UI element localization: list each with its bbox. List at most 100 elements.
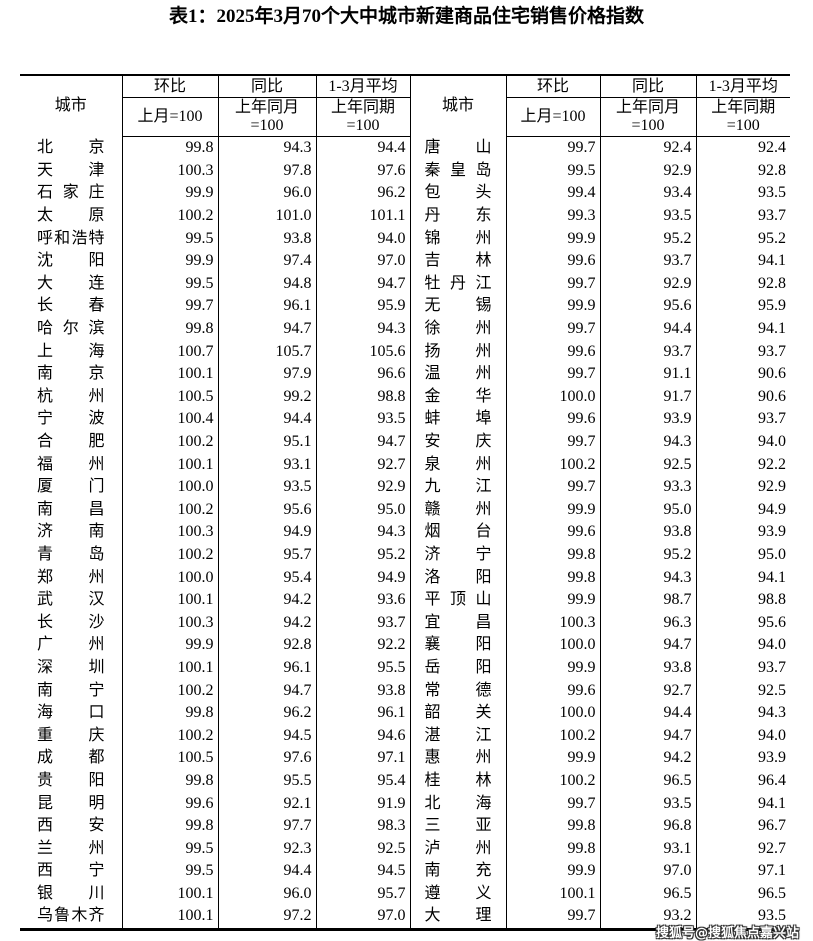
yoy-value: 94.7 bbox=[217, 679, 316, 702]
yoy-value: 99.2 bbox=[217, 385, 316, 409]
price-index-table: 城市 环比 同比 1-3月平均 城市 环比 同比 1-3月平均 上月=100 上… bbox=[20, 74, 790, 931]
avg-value: 94.7 bbox=[315, 430, 410, 454]
city-name: 大连 bbox=[37, 274, 105, 292]
city-name: 北海 bbox=[424, 794, 492, 812]
avg-value: 92.8 bbox=[695, 159, 790, 183]
header-city-2: 城市 bbox=[409, 74, 506, 137]
city-name: 南充 bbox=[424, 862, 492, 880]
yoy-value: 93.2 bbox=[599, 905, 696, 931]
mom-value: 100.4 bbox=[121, 408, 218, 431]
avg-value: 95.5 bbox=[315, 656, 410, 680]
city-name: 厦门 bbox=[37, 478, 105, 496]
avg-value: 98.8 bbox=[695, 588, 790, 612]
avg-value: 95.6 bbox=[695, 611, 790, 635]
yoy-value: 96.1 bbox=[217, 656, 316, 680]
yoy-value: 93.9 bbox=[599, 408, 696, 431]
avg-value: 94.5 bbox=[315, 860, 410, 883]
city-cell: 扬州 bbox=[409, 340, 506, 363]
avg-value: 93.9 bbox=[695, 747, 790, 770]
avg-value: 92.5 bbox=[315, 837, 410, 860]
city-name: 锦州 bbox=[424, 229, 492, 247]
mom-value: 100.2 bbox=[121, 498, 218, 522]
city-name: 吉林 bbox=[424, 252, 492, 270]
table-row: 天津 100.3 97.8 97.6 秦皇岛 99.5 92.9 92.8 bbox=[20, 159, 790, 183]
city-name: 常德 bbox=[424, 681, 492, 699]
yoy-value: 96.1 bbox=[217, 295, 316, 318]
header-yoy-2: 同比 bbox=[599, 74, 696, 98]
city-cell: 唐山 bbox=[409, 136, 506, 160]
header-yoy: 同比 bbox=[217, 74, 316, 98]
yoy-value: 95.1 bbox=[217, 430, 316, 454]
avg-value: 93.7 bbox=[695, 656, 790, 680]
yoy-value: 93.5 bbox=[217, 475, 316, 499]
city-name: 济宁 bbox=[424, 545, 492, 563]
avg-value: 94.3 bbox=[695, 701, 790, 725]
city-name: 桂林 bbox=[424, 771, 492, 789]
mom-value: 100.2 bbox=[505, 724, 600, 748]
mom-value: 100.5 bbox=[121, 747, 218, 770]
city-name: 西安 bbox=[37, 817, 105, 835]
mom-value: 99.7 bbox=[121, 295, 218, 318]
table-row: 杭州 100.5 99.2 98.8 金华 100.0 91.7 90.6 bbox=[20, 385, 790, 409]
table-row: 乌鲁木齐 100.1 97.2 97.0 大理 99.7 93.2 93.5 bbox=[20, 905, 790, 931]
avg-value: 98.8 bbox=[315, 385, 410, 409]
yoy-value: 94.5 bbox=[217, 724, 316, 748]
avg-value: 94.7 bbox=[315, 272, 410, 296]
city-name: 南宁 bbox=[37, 681, 105, 699]
avg-value: 94.1 bbox=[695, 317, 790, 341]
avg-value: 96.4 bbox=[695, 769, 790, 793]
city-name: 长沙 bbox=[37, 613, 105, 631]
table-row: 昆明 99.6 92.1 91.9 北海 99.7 93.5 94.1 bbox=[20, 792, 790, 815]
mom-value: 100.1 bbox=[121, 656, 218, 680]
mom-value: 99.7 bbox=[505, 272, 600, 296]
yoy-value: 91.7 bbox=[599, 385, 696, 409]
city-cell: 郑州 bbox=[20, 566, 122, 589]
avg-value: 93.7 bbox=[315, 611, 410, 635]
table-row: 厦门 100.0 93.5 92.9 九江 99.7 93.3 92.9 bbox=[20, 475, 790, 499]
table-row: 郑州 100.0 95.4 94.9 洛阳 99.8 94.3 94.1 bbox=[20, 566, 790, 589]
yoy-value: 93.1 bbox=[217, 453, 316, 476]
yoy-value: 93.1 bbox=[599, 837, 696, 860]
table-row: 南昌 100.2 95.6 95.0 赣州 99.9 95.0 94.9 bbox=[20, 498, 790, 522]
city-cell: 银川 bbox=[20, 883, 122, 906]
table-row: 石家庄 99.9 96.0 96.2 包头 99.4 93.4 93.5 bbox=[20, 182, 790, 205]
mom-value: 100.0 bbox=[505, 701, 600, 725]
city-cell: 洛阳 bbox=[409, 566, 506, 589]
city-name: 郑州 bbox=[37, 568, 105, 586]
mom-value: 100.2 bbox=[505, 453, 600, 476]
header-avg-2: 1-3月平均 bbox=[695, 74, 790, 98]
yoy-value: 96.3 bbox=[599, 611, 696, 635]
yoy-value: 96.8 bbox=[599, 814, 696, 838]
mom-value: 99.7 bbox=[505, 792, 600, 815]
mom-value: 100.2 bbox=[121, 204, 218, 228]
city-cell: 长沙 bbox=[20, 611, 122, 634]
city-cell: 深圳 bbox=[20, 657, 122, 680]
mom-value: 99.5 bbox=[505, 159, 600, 183]
header-mom-base-2: 上月=100 bbox=[505, 97, 600, 137]
yoy-value: 91.1 bbox=[599, 362, 696, 386]
city-name: 上海 bbox=[37, 342, 105, 360]
city-cell: 青岛 bbox=[20, 544, 122, 567]
city-cell: 太原 bbox=[20, 205, 122, 228]
city-name: 赣州 bbox=[424, 500, 492, 518]
yoy-value: 95.2 bbox=[599, 543, 696, 567]
mom-value: 100.2 bbox=[121, 724, 218, 748]
mom-value: 99.6 bbox=[505, 521, 600, 544]
mom-value: 99.7 bbox=[505, 430, 600, 454]
city-name: 贵阳 bbox=[37, 771, 105, 789]
table-row: 大连 99.5 94.8 94.7 牡丹江 99.7 92.9 92.8 bbox=[20, 272, 790, 296]
city-name: 唐山 bbox=[424, 139, 492, 157]
yoy-value: 94.2 bbox=[599, 747, 696, 770]
mom-value: 99.5 bbox=[121, 837, 218, 860]
table-row: 太原 100.2 101.0 101.1 丹东 99.3 93.5 93.7 bbox=[20, 204, 790, 228]
yoy-value: 92.9 bbox=[599, 272, 696, 296]
city-cell: 南充 bbox=[409, 860, 506, 883]
city-cell: 大理 bbox=[409, 905, 506, 931]
mom-value: 100.3 bbox=[121, 521, 218, 544]
city-name: 呼和浩特 bbox=[37, 229, 105, 247]
table-row: 济南 100.3 94.9 94.3 烟台 99.6 93.8 93.9 bbox=[20, 521, 790, 544]
mom-value: 99.8 bbox=[121, 769, 218, 793]
city-cell: 上海 bbox=[20, 340, 122, 363]
mom-value: 99.6 bbox=[505, 408, 600, 431]
city-cell: 济南 bbox=[20, 521, 122, 544]
